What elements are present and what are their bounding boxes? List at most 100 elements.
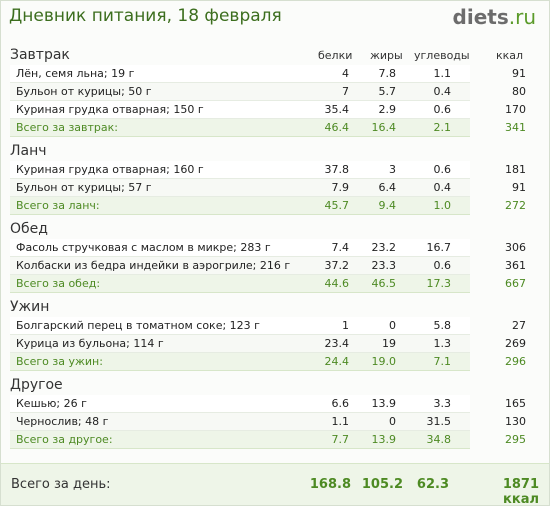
fat-value: 19	[382, 337, 396, 350]
carbs-value: 1.3	[433, 337, 452, 350]
protein-value: 37.2	[324, 259, 350, 272]
carbs-value: 0.6	[433, 259, 452, 272]
day-total-label: Всего за день:	[11, 477, 111, 492]
kcal-value: 80	[512, 85, 526, 98]
carbs-total: 17.3	[426, 277, 452, 290]
day-fat-total: 105.2	[361, 477, 403, 492]
fat-total: 19.0	[371, 355, 397, 368]
protein-total: 45.7	[324, 199, 350, 212]
carbs-value: 31.5	[426, 415, 452, 428]
protein-value: 23.4	[324, 337, 350, 350]
fat-value: 0	[389, 319, 396, 332]
food-name: Колбаски из бедра индейки в аэрогриле; 2…	[16, 259, 291, 272]
table-row: Фасоль стручковая с маслом в микре; 283 …	[10, 239, 526, 257]
kcal-total: 296	[505, 355, 526, 368]
kcal-value: 269	[505, 337, 526, 350]
protein-value: 7.4	[331, 241, 350, 254]
column-header-carbs: углеводы	[414, 49, 470, 62]
table-row: Куриная грудка отварная; 150 г 35.4 2.9 …	[10, 101, 526, 119]
carbs-value: 5.8	[433, 319, 452, 332]
carbs-total: 7.1	[433, 355, 452, 368]
carbs-total: 2.1	[433, 121, 452, 134]
section-title-breakfast: Завтрак	[10, 47, 70, 63]
table-row: Болгарский перец в томатном соке; 123 г …	[10, 317, 526, 335]
protein-value: 6.6	[331, 397, 350, 410]
food-name: Чернослив; 48 г	[16, 415, 109, 428]
protein-value: 7.9	[331, 181, 350, 194]
kcal-value: 170	[505, 103, 526, 116]
kcal-value: 306	[505, 241, 526, 254]
table-row: Куриная грудка отварная; 160 г 37.8 3 0.…	[10, 161, 526, 179]
food-name: Куриная грудка отварная; 160 г	[16, 163, 204, 176]
kcal-total: 341	[505, 121, 526, 134]
fat-value: 5.7	[378, 85, 397, 98]
kcal-value: 27	[512, 319, 526, 332]
section-title-lunch: Ланч	[10, 143, 47, 159]
carbs-value: 0.4	[433, 181, 452, 194]
kcal-value: 130	[505, 415, 526, 428]
carbs-value: 0.6	[433, 103, 452, 116]
section-total-row: Всего за завтрак: 46.4 16.4 2.1 341	[10, 119, 526, 137]
day-carbs-total: 62.3	[416, 477, 449, 492]
kcal-value: 361	[505, 259, 526, 272]
fat-total: 13.9	[371, 433, 397, 446]
day-kcal-total: 1871 ккал	[502, 477, 539, 507]
food-name: Куриная грудка отварная; 150 г	[16, 103, 204, 116]
section-title-other: Другое	[10, 377, 63, 393]
total-label: Всего за ланч:	[16, 199, 100, 212]
kcal-total: 295	[505, 433, 526, 446]
table-row: Бульон от курицы; 57 г 7.9 6.4 0.4 91	[10, 179, 526, 197]
protein-value: 1.1	[331, 415, 350, 428]
table-row: Бульон от курицы; 50 г 7 5.7 0.4 80	[10, 83, 526, 101]
fat-total: 46.5	[371, 277, 397, 290]
fat-total: 9.4	[378, 199, 397, 212]
table-row: Кешью; 26 г 6.6 13.9 3.3 165	[10, 395, 526, 413]
section-total-row: Всего за ужин: 24.4 19.0 7.1 296	[10, 353, 526, 371]
total-label: Всего за завтрак:	[16, 121, 119, 134]
food-name: Лён, семя льна; 19 г	[16, 67, 135, 80]
protein-total: 46.4	[324, 121, 350, 134]
protein-total: 44.6	[324, 277, 350, 290]
section-total-row: Всего за обед: 44.6 46.5 17.3 667	[10, 275, 526, 293]
protein-total: 7.7	[331, 433, 350, 446]
fat-value: 13.9	[371, 397, 397, 410]
kcal-total: 667	[505, 277, 526, 290]
kcal-value: 165	[505, 397, 526, 410]
carbs-value: 0.4	[433, 85, 452, 98]
total-label: Всего за другое:	[16, 433, 113, 446]
kcal-value: 91	[512, 181, 526, 194]
carbs-total: 34.8	[426, 433, 452, 446]
logo-suffix: .ru	[508, 5, 536, 29]
section-total-row: Всего за ланч: 45.7 9.4 1.0 272	[10, 197, 526, 215]
logo-main: diets	[452, 5, 509, 29]
carbs-value: 0.6	[433, 163, 452, 176]
table-row: Курица из бульона; 114 г 23.4 19 1.3 269	[10, 335, 526, 353]
carbs-value: 3.3	[433, 397, 452, 410]
fat-value: 0	[389, 415, 396, 428]
kcal-total: 272	[505, 199, 526, 212]
column-header-kcal: ккал	[496, 49, 524, 62]
food-name: Бульон от курицы; 57 г	[16, 181, 152, 194]
fat-total: 16.4	[371, 121, 397, 134]
fat-value: 23.2	[371, 241, 397, 254]
section-title-supper: Ужин	[10, 299, 50, 315]
carbs-value: 1.1	[433, 67, 452, 80]
fat-value: 2.9	[378, 103, 397, 116]
food-name: Кешью; 26 г	[16, 397, 87, 410]
site-logo[interactable]: diets.ru	[453, 5, 536, 29]
table-row: Лён, семя льна; 19 г 4 7.8 1.1 91	[10, 65, 526, 83]
protein-value: 4	[342, 67, 349, 80]
protein-value: 35.4	[324, 103, 350, 116]
column-header-protein: белки	[318, 49, 353, 62]
fat-value: 6.4	[378, 181, 397, 194]
day-protein-total: 168.8	[309, 477, 351, 492]
carbs-total: 1.0	[433, 199, 452, 212]
fat-value: 3	[389, 163, 396, 176]
food-name: Бульон от курицы; 50 г	[16, 85, 152, 98]
column-header-fat: жиры	[370, 49, 403, 62]
total-label: Всего за обед:	[16, 277, 101, 290]
kcal-value: 181	[505, 163, 526, 176]
section-title-dinner: Обед	[10, 221, 48, 237]
food-name: Болгарский перец в томатном соке; 123 г	[16, 319, 260, 332]
day-total-bar: Всего за день: 168.8 105.2 62.3 1871 кка…	[1, 463, 549, 507]
